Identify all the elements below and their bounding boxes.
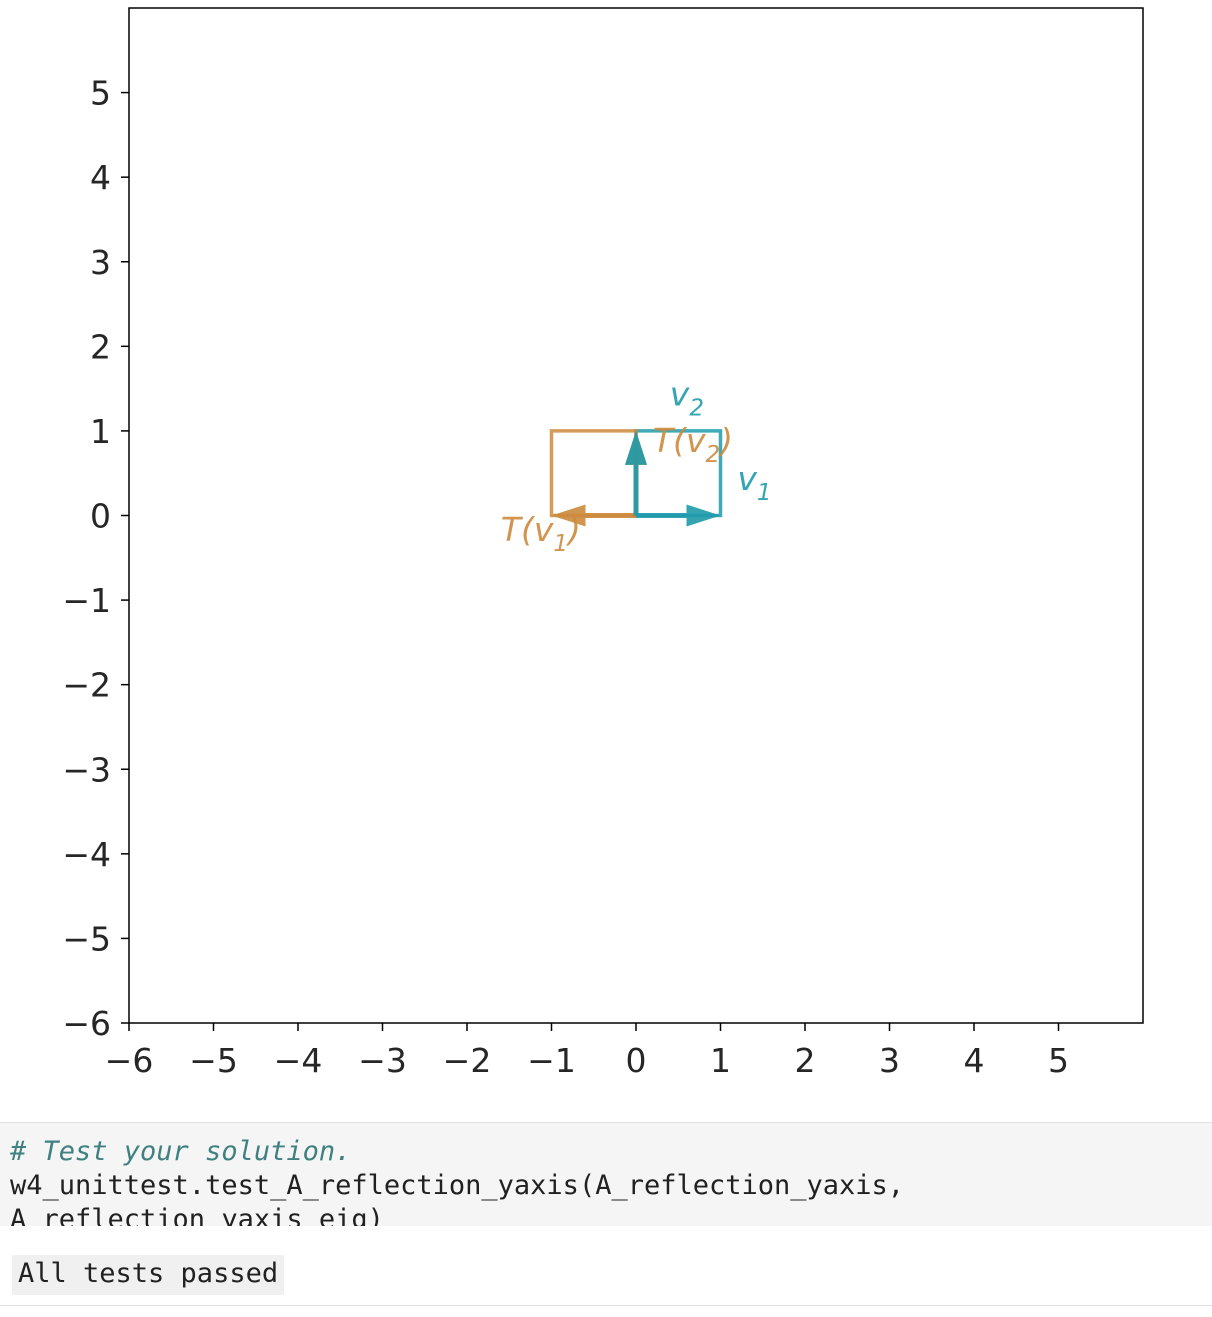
x-tick-label: 0	[626, 1041, 647, 1080]
x-tick-label: 2	[795, 1041, 816, 1080]
y-tick-label: 1	[90, 412, 111, 451]
y-tick-label: 2	[90, 327, 111, 366]
y-tick-label: −5	[62, 919, 111, 958]
x-tick-label: −4	[274, 1041, 323, 1080]
x-tick-label: 3	[879, 1041, 900, 1080]
vector-label: T(v1)	[501, 510, 581, 557]
y-tick-label: 3	[90, 243, 111, 282]
y-tick-label: −2	[62, 666, 111, 705]
x-tick-label: 5	[1048, 1041, 1069, 1080]
vector-label: T(v2)	[653, 421, 733, 468]
y-tick-label: −1	[62, 581, 111, 620]
vector-label: v2	[670, 375, 704, 422]
test-result-text: All tests passed	[12, 1255, 285, 1295]
x-tick-label: 4	[964, 1041, 985, 1080]
y-tick-label: −6	[62, 1004, 111, 1043]
code-comment: # Test your solution.	[10, 1136, 352, 1167]
vector-tv1	[551, 504, 636, 527]
x-tick-label: 1	[710, 1041, 731, 1080]
x-tick-label: −6	[105, 1041, 154, 1080]
y-tick-label: 0	[90, 497, 111, 536]
x-tick-label: −5	[189, 1041, 238, 1080]
vector-v1	[636, 504, 721, 527]
transformed-parallelogram	[549, 429, 638, 518]
vector-v2	[625, 430, 647, 516]
output-cell: All tests passed	[0, 1226, 1212, 1306]
y-tick-label: 5	[90, 74, 111, 113]
x-tick-label: −2	[443, 1041, 492, 1080]
vector-label: v1	[737, 459, 771, 506]
code-cell[interactable]: # Test your solution. w4_unittest.test_A…	[0, 1122, 1212, 1235]
y-tick-label: −3	[62, 750, 111, 789]
y-tick-label: 4	[90, 158, 111, 197]
code-line: w4_unittest.test_A_reflection_yaxis(A_re…	[10, 1170, 905, 1201]
x-tick-label: −1	[527, 1041, 576, 1080]
vector-plot: v2 v1T(v2) T(v1) −6 −5 −4 −3 −2 −1 0 1 2 3 4 5 5 4 3 2 1 0 −…	[62, 7, 1144, 1080]
x-tick-label: −3	[358, 1041, 407, 1080]
y-tick-label: −4	[62, 835, 111, 874]
